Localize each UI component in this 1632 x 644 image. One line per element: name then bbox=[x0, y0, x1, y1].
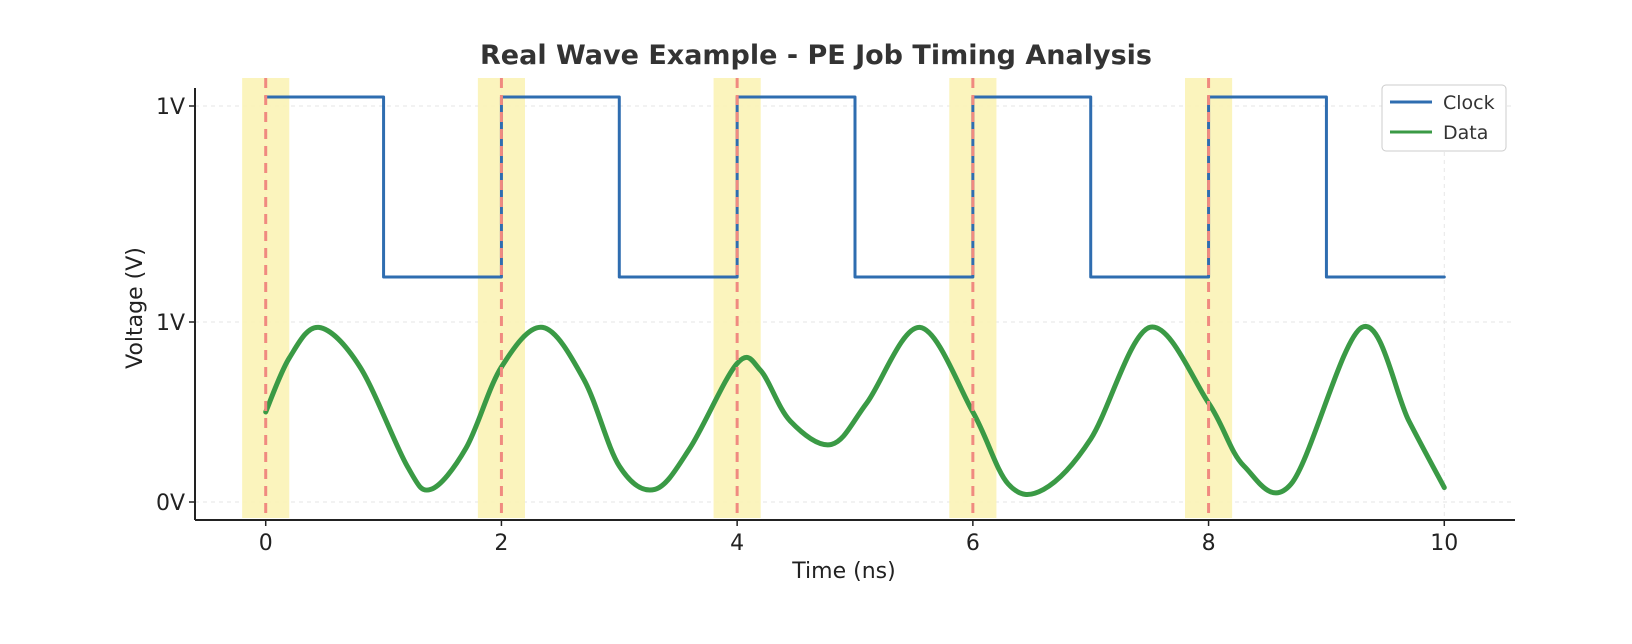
edge-marker-layer bbox=[264, 78, 1211, 520]
x-axis-label: Time (ns) bbox=[791, 559, 895, 584]
legend-clock-label: Clock bbox=[1443, 92, 1495, 114]
x-tick-label-1: 2 bbox=[494, 531, 508, 556]
series-data-line bbox=[263, 324, 1447, 497]
legend: Clock Data bbox=[1381, 84, 1507, 152]
x-tick-label-0: 0 bbox=[259, 531, 273, 556]
axes-layer bbox=[194, 88, 1515, 521]
ticks-layer: 0 2 4 6 8 10 1V 1V 0V bbox=[156, 95, 1458, 556]
y-axis-label: Voltage (V) bbox=[123, 247, 148, 369]
y-tick-label-0: 1V bbox=[156, 95, 185, 120]
x-tick-label-2: 4 bbox=[730, 531, 744, 556]
chart-title: Real Wave Example - PE Job Timing Analys… bbox=[480, 40, 1152, 71]
legend-data-label: Data bbox=[1443, 122, 1488, 144]
y-tick-label-2: 0V bbox=[156, 491, 185, 516]
series-clock-line bbox=[264, 95, 1446, 279]
x-tick-label-5: 10 bbox=[1430, 531, 1458, 556]
x-tick-label-4: 8 bbox=[1202, 531, 1216, 556]
series-layer bbox=[263, 95, 1447, 497]
y-tick-label-1: 1V bbox=[156, 311, 185, 336]
x-tick-label-3: 6 bbox=[966, 531, 980, 556]
